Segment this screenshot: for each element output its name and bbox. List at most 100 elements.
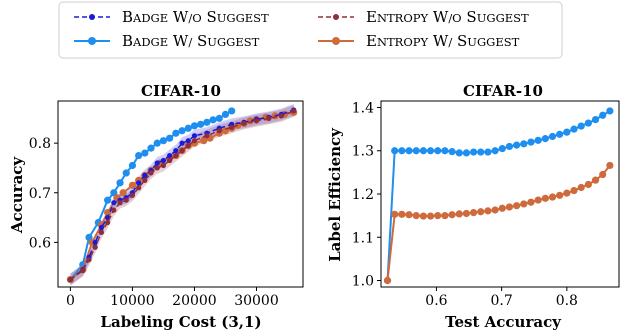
data-point xyxy=(556,191,564,199)
data-point xyxy=(448,148,456,156)
legend-label: BADGE W/O SUGGEST xyxy=(122,8,269,26)
data-point xyxy=(147,144,155,152)
data-point xyxy=(434,147,442,155)
legend-item: BADGE W/O SUGGEST xyxy=(74,8,269,26)
data-point xyxy=(477,208,485,216)
legend: BADGE W/O SUGGEST ENTROPY W/O SUGGEST BADG… xyxy=(58,1,563,59)
data-point xyxy=(477,148,485,156)
data-point xyxy=(469,148,478,156)
data-point xyxy=(200,137,208,145)
data-point xyxy=(98,224,105,231)
data-point xyxy=(606,107,614,115)
data-point xyxy=(405,147,413,155)
data-point xyxy=(173,148,179,154)
data-point xyxy=(153,139,161,147)
series-entropy-w-suggest xyxy=(66,108,298,284)
data-point xyxy=(455,149,463,157)
data-point xyxy=(117,200,123,206)
data-point xyxy=(591,176,600,184)
data-point xyxy=(469,209,478,217)
data-point xyxy=(136,185,142,191)
data-point xyxy=(129,192,136,198)
legend-label: ENTROPY W/O SUGGEST xyxy=(366,8,529,26)
chart-left-xlabel: Labeling Cost (3,1) xyxy=(100,313,261,331)
y-tick-label: 0.8 xyxy=(29,136,51,152)
legend-frame xyxy=(58,1,563,59)
data-point xyxy=(128,161,137,170)
data-point xyxy=(135,151,143,160)
data-point xyxy=(541,194,549,202)
x-tick-label: 0.6 xyxy=(425,293,447,309)
data-point xyxy=(86,257,92,263)
data-point xyxy=(527,198,535,206)
data-point xyxy=(179,140,185,146)
data-point xyxy=(116,179,124,187)
legend-marker xyxy=(332,37,340,45)
data-point xyxy=(577,122,585,130)
data-point xyxy=(92,239,98,245)
data-point xyxy=(104,209,112,217)
data-point xyxy=(191,138,198,144)
series-line xyxy=(386,164,611,281)
y-tick-label: 1.2 xyxy=(352,187,374,203)
y-tick-label: 1.0 xyxy=(352,274,374,290)
y-tick-label: 0.7 xyxy=(29,186,51,202)
data-point xyxy=(167,157,173,164)
data-point xyxy=(173,152,179,159)
data-point xyxy=(221,110,230,118)
data-point xyxy=(591,116,600,124)
data-point xyxy=(498,204,506,212)
data-point xyxy=(548,132,557,141)
data-point xyxy=(278,113,284,119)
series-line xyxy=(386,110,611,281)
data-point xyxy=(426,147,435,155)
data-point xyxy=(419,147,427,155)
data-point xyxy=(412,212,420,220)
data-point xyxy=(80,268,86,274)
data-point xyxy=(527,138,535,146)
chart-right-ylabel: Label Efficiency xyxy=(326,127,344,262)
chart-right: CIFAR-10 0.6 0.7 0.8 1.0 1.1 1.2 1.3 1.4 Test A… xyxy=(326,82,620,331)
data-point xyxy=(185,138,191,144)
data-point xyxy=(266,115,272,121)
legend-marker xyxy=(88,37,96,45)
x-tick-label: 0 xyxy=(66,293,75,309)
legend-label: ENTROPY W/ SUGGEST xyxy=(366,32,520,50)
data-point xyxy=(484,148,492,156)
x-tick-label: 0.8 xyxy=(556,293,578,309)
data-point xyxy=(398,147,406,155)
data-point xyxy=(148,170,154,176)
data-point xyxy=(534,196,542,204)
y-tick-label: 1.4 xyxy=(352,100,374,116)
data-point xyxy=(505,203,514,211)
data-point xyxy=(455,210,463,218)
data-point xyxy=(548,193,557,201)
data-point xyxy=(204,133,210,139)
data-point xyxy=(383,276,392,285)
data-point xyxy=(584,119,592,127)
data-point xyxy=(92,244,98,250)
legend-label: BADGE W/ SUGGEST xyxy=(122,32,260,50)
series-line xyxy=(69,109,294,281)
legend-item: ENTROPY W/O SUGGEST xyxy=(318,8,529,26)
legend-item: BADGE W/ SUGGEST xyxy=(74,32,260,50)
data-point xyxy=(203,118,211,126)
data-point xyxy=(111,207,117,213)
data-point xyxy=(160,157,167,164)
y-tick-label: 1.1 xyxy=(352,230,374,246)
data-point xyxy=(441,212,449,220)
series-line xyxy=(69,110,294,281)
data-point xyxy=(434,212,442,220)
x-tick-label: 10000 xyxy=(110,293,155,309)
chart-left: CIFAR-10 0 10000 20000 30000 0.6 0.7 0.8 Label… xyxy=(8,82,304,331)
data-point xyxy=(142,172,148,178)
data-point xyxy=(398,210,406,218)
data-point xyxy=(123,197,129,203)
data-point xyxy=(141,149,149,157)
data-point xyxy=(541,135,549,143)
data-point xyxy=(491,206,499,214)
data-point xyxy=(491,147,499,155)
data-point xyxy=(584,180,592,189)
data-point xyxy=(216,128,222,134)
chart-left-ylabel: Accuracy xyxy=(8,156,26,235)
